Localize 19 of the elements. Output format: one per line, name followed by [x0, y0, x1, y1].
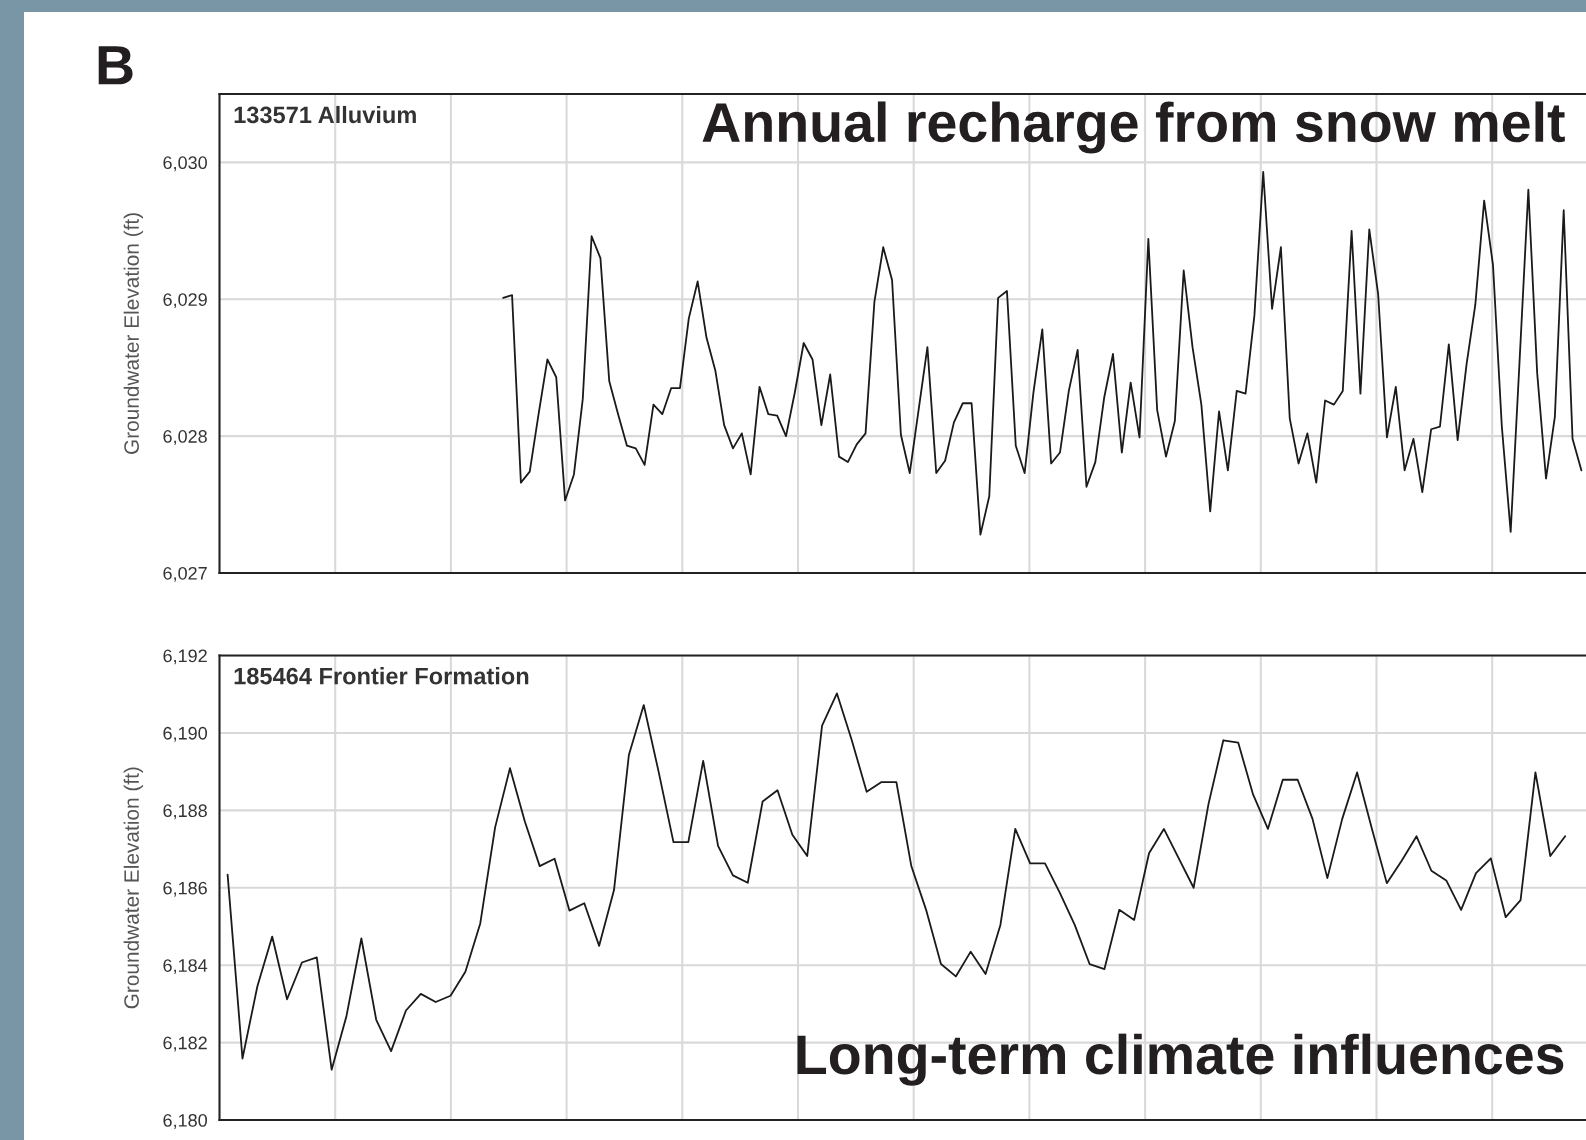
y-tick-label: 6,027: [163, 566, 207, 582]
y-tick-label: 6,028: [163, 430, 207, 445]
annotation: Annual recharge from snow melt: [702, 101, 1565, 154]
y-tick-label: 6,184: [163, 959, 208, 975]
chart-title: 133571 Alluvium: [234, 105, 416, 124]
annotation: Long-term climate influences: [797, 1033, 1564, 1086]
line-series: [502, 171, 1583, 536]
y-axis-title: Groundwater Elevation (ft): [123, 767, 144, 1009]
y-tick-label: 6,180: [163, 1113, 207, 1129]
y-tick-label: 6,182: [163, 1036, 207, 1052]
y-tick-label: 6,030: [163, 156, 207, 172]
y-tick-label: 6,190: [163, 726, 207, 742]
chart-title: 185464 Frontier Formation: [234, 667, 529, 685]
y-axis-title: Groundwater Elevation (ft): [123, 213, 144, 454]
y-tick-label: 6,192: [163, 649, 207, 665]
text: B: [98, 46, 133, 85]
y-tick-label: 6,029: [163, 293, 207, 309]
y-tick-label: 6,186: [163, 881, 207, 897]
y-tick-label: 6,188: [163, 804, 207, 820]
